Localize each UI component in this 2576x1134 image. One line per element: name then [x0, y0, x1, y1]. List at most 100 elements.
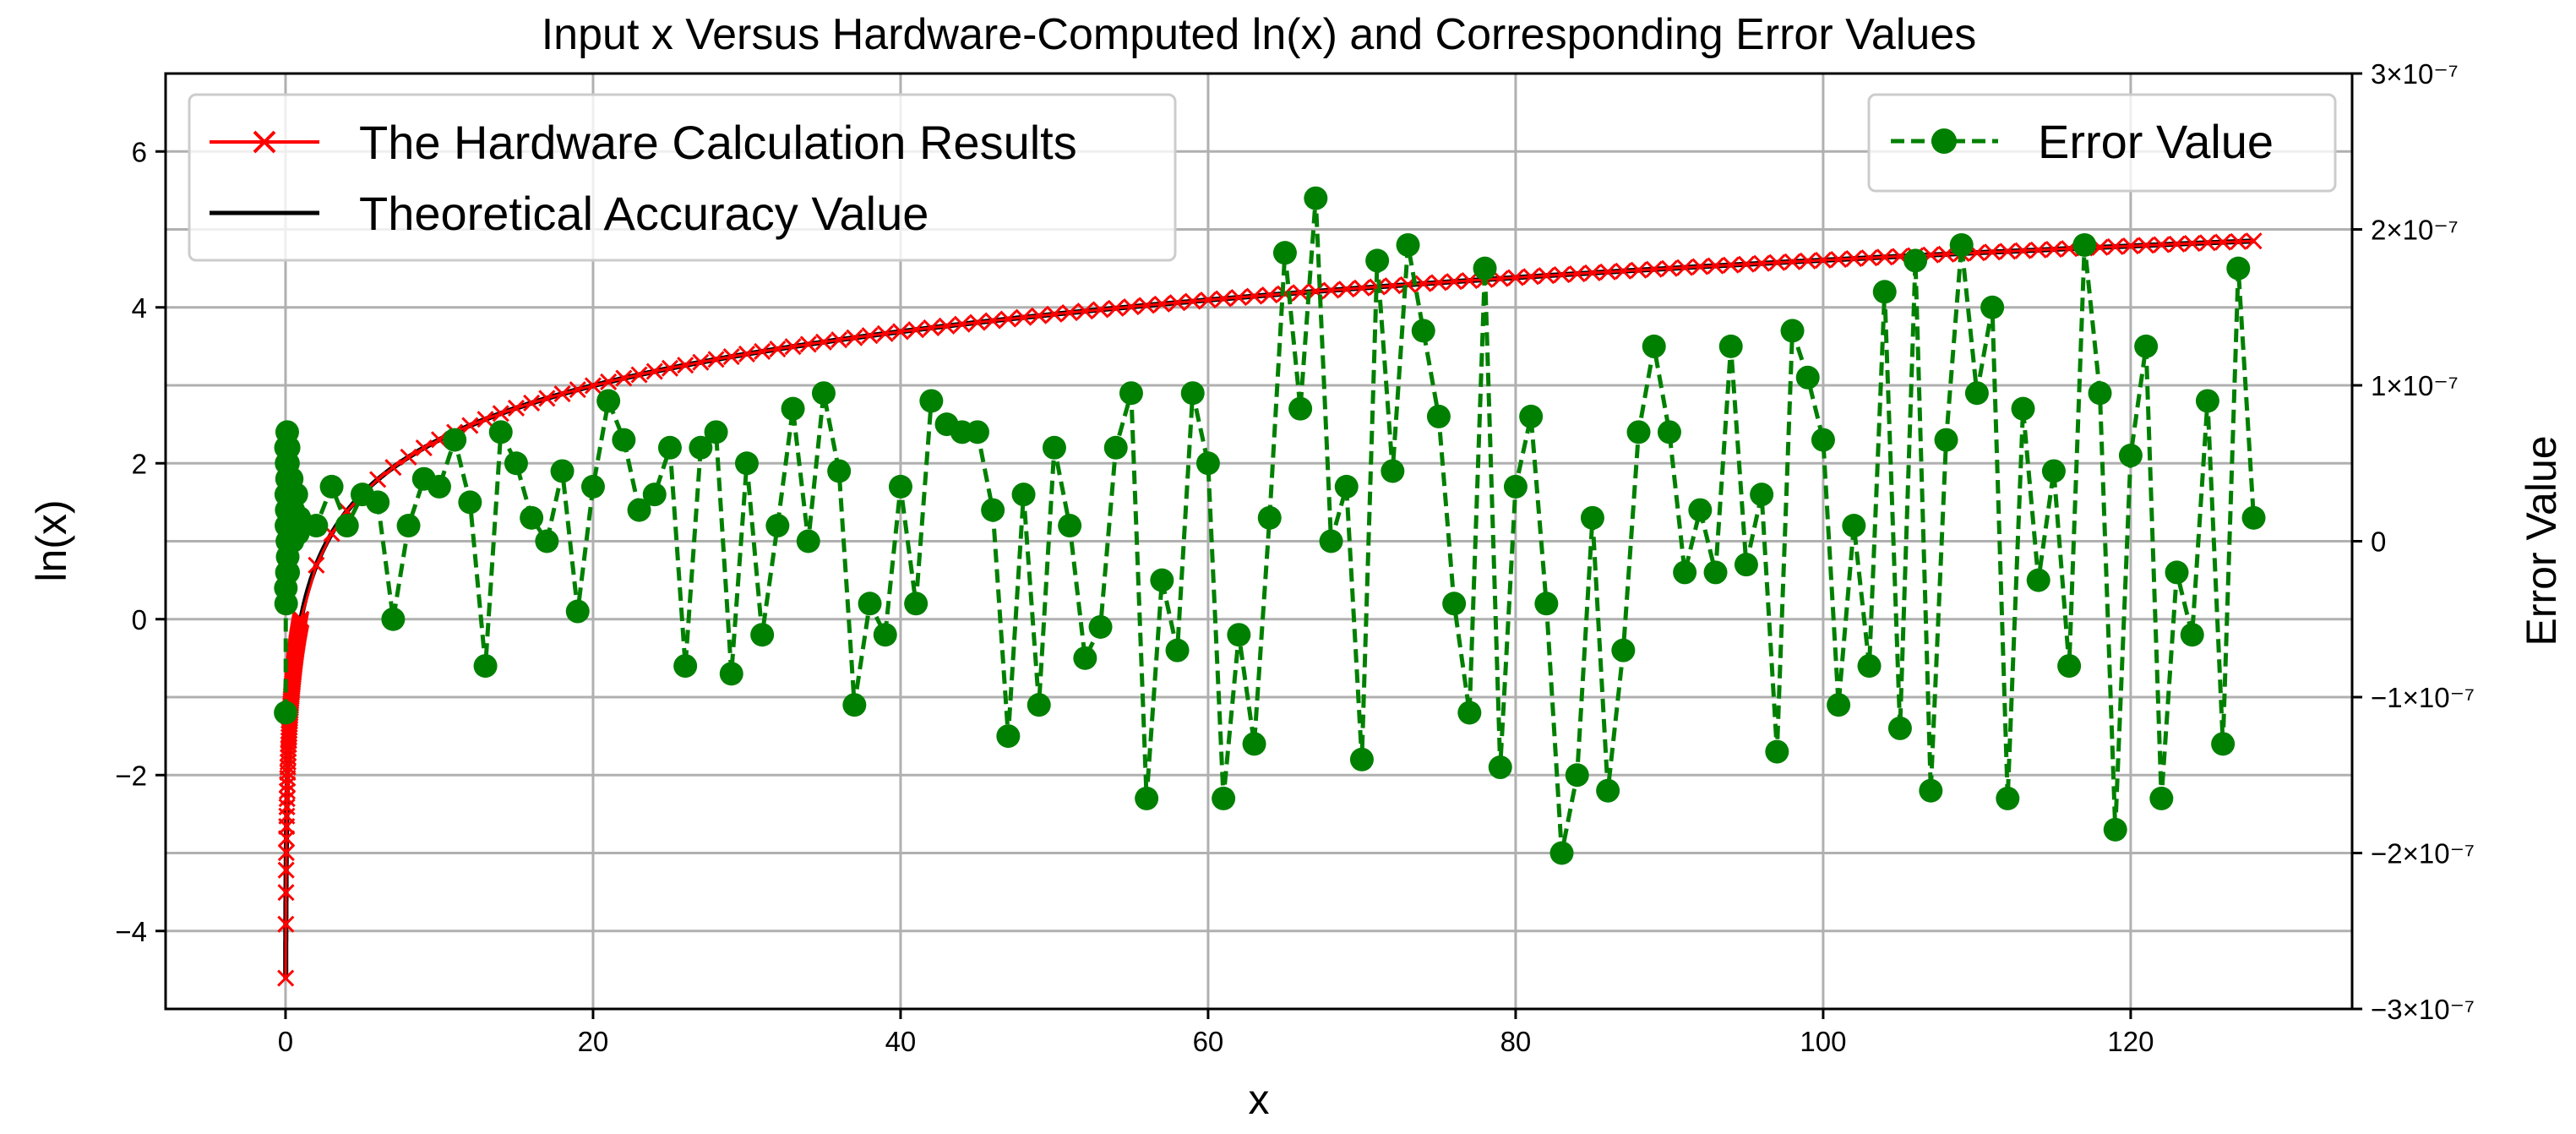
error-marker — [1411, 319, 1435, 343]
hardware-marker — [1261, 286, 1278, 304]
hardware-marker — [1384, 277, 1402, 295]
error-marker — [1827, 693, 1851, 717]
error-marker — [304, 514, 329, 538]
y-axis-label: ln(x) — [28, 499, 75, 581]
error-marker — [765, 514, 790, 538]
hardware-marker — [1599, 263, 1617, 281]
hardware-marker — [1430, 274, 1448, 292]
error-marker — [781, 396, 805, 421]
hardware-marker — [1153, 295, 1171, 313]
error-marker — [842, 693, 867, 717]
error-marker — [1565, 763, 1589, 788]
error-marker — [1227, 623, 1251, 647]
hardware-marker — [1615, 262, 1632, 280]
x-tick-label: 100 — [1800, 1026, 1846, 1057]
error-marker — [1949, 232, 1974, 257]
error-marker — [750, 623, 775, 647]
error-marker — [1657, 420, 1681, 444]
hardware-marker — [1737, 255, 1755, 273]
error-marker — [873, 623, 897, 647]
hardware-marker — [1553, 266, 1571, 284]
y2-tick-label: 2×10⁻⁷ — [2371, 215, 2459, 246]
y-tick-label: 4 — [132, 292, 147, 324]
error-marker — [2088, 381, 2112, 406]
y2-tick-label: 3×10⁻⁷ — [2371, 58, 2459, 90]
error-marker — [2118, 444, 2143, 468]
error-marker — [1780, 319, 1805, 343]
hardware-marker — [754, 342, 771, 361]
x-tick-label: 20 — [578, 1026, 609, 1057]
legend-error-marker — [1931, 128, 1957, 154]
error-marker — [1165, 638, 1190, 662]
hardware-marker — [1061, 303, 1079, 322]
error-marker — [1288, 396, 1313, 421]
error-marker — [319, 474, 344, 499]
hardware-marker — [277, 861, 295, 879]
error-marker — [965, 420, 989, 444]
hardware-marker — [799, 335, 817, 353]
error-marker — [1703, 560, 1728, 585]
hardware-marker — [2198, 234, 2216, 252]
hardware-marker — [600, 373, 618, 390]
error-marker — [1934, 428, 1958, 452]
hardware-marker — [2138, 237, 2155, 254]
error-marker — [1549, 841, 1574, 865]
error-marker — [1103, 435, 1128, 460]
hardware-marker — [1814, 251, 1832, 269]
hardware-marker — [1045, 305, 1064, 323]
hardware-marker — [1337, 281, 1355, 298]
hardware-marker — [2245, 232, 2263, 250]
error-marker — [2134, 334, 2159, 358]
y2-tick-label: −1×10⁻⁷ — [2371, 682, 2475, 713]
hardware-marker — [384, 459, 402, 477]
hardware-marker — [369, 471, 387, 488]
hardware-marker — [538, 390, 556, 407]
y-tick-label: 0 — [132, 604, 147, 635]
hardware-marker — [1645, 260, 1663, 278]
error-marker — [596, 389, 621, 413]
x-tick-label: 80 — [1500, 1026, 1532, 1057]
hardware-marker — [876, 324, 894, 342]
error-marker — [1734, 553, 1758, 577]
hardware-marker — [1753, 254, 1771, 272]
hardware-marker — [861, 327, 879, 345]
error-marker — [1811, 428, 1835, 452]
error-marker — [274, 592, 298, 616]
hardware-marker — [938, 317, 956, 335]
hardware-marker — [477, 411, 494, 428]
hardware-marker — [1245, 287, 1263, 305]
x-axis-label: x — [1249, 1076, 1270, 1123]
error-marker — [734, 451, 759, 476]
hardware-marker — [1292, 284, 1310, 302]
y2-tick-label: 0 — [2371, 526, 2386, 558]
error-marker — [827, 459, 852, 483]
error-marker — [2241, 505, 2266, 530]
error-marker — [580, 474, 605, 499]
error-marker — [627, 498, 651, 522]
y-tick-label: −2 — [115, 760, 147, 791]
hardware-marker — [784, 338, 802, 356]
hardware-marker — [692, 353, 710, 371]
legend-error-label: Error Value — [2038, 115, 2274, 168]
hardware-marker — [492, 405, 509, 423]
error-marker — [488, 420, 513, 444]
error-marker — [2226, 256, 2251, 281]
error-marker — [1473, 256, 1497, 281]
hardware-marker — [1107, 299, 1125, 317]
error-marker — [858, 592, 882, 616]
error-marker — [673, 654, 698, 679]
error-marker — [2211, 732, 2236, 756]
error-marker — [1242, 732, 1266, 756]
error-marker — [473, 654, 498, 679]
hardware-marker — [2106, 237, 2124, 255]
hardware-marker — [1092, 301, 1109, 319]
error-marker — [1272, 241, 1297, 265]
hardware-marker — [461, 417, 479, 434]
error-marker — [2041, 459, 2066, 483]
error-marker — [1626, 420, 1651, 444]
error-marker — [1580, 505, 1604, 530]
hardware-marker — [2014, 242, 2032, 259]
error-marker — [1195, 451, 1220, 476]
error-marker — [1457, 701, 1482, 725]
error-marker — [888, 474, 912, 499]
